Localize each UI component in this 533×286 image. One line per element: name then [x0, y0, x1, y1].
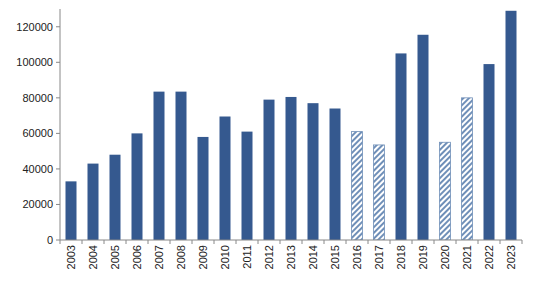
x-tick-mark — [412, 240, 413, 244]
y-tick-label: 60000 — [22, 127, 53, 139]
y-tick-label: 0 — [47, 234, 53, 246]
bar — [484, 64, 495, 240]
x-tick-mark — [258, 240, 259, 244]
x-tick-mark — [148, 240, 149, 244]
x-tick-label: 2005 — [109, 245, 121, 269]
bar — [396, 53, 407, 240]
bar — [88, 164, 99, 240]
x-tick-label: 2018 — [395, 245, 407, 269]
y-tick-mark — [56, 204, 60, 205]
y-tick-mark — [56, 133, 60, 134]
y-tick-mark — [56, 168, 60, 169]
x-tick-mark — [214, 240, 215, 244]
bar — [176, 92, 187, 240]
x-tick-label: 2012 — [263, 245, 275, 269]
y-tick-label: 80000 — [22, 92, 53, 104]
x-tick-label: 2014 — [307, 245, 319, 269]
x-tick-label: 2023 — [505, 245, 517, 269]
x-tick-label: 2015 — [329, 245, 341, 269]
x-tick-label: 2020 — [439, 245, 451, 269]
bar — [132, 133, 143, 240]
x-axis — [60, 240, 522, 241]
x-tick-label: 2011 — [241, 245, 253, 269]
bar — [110, 155, 121, 240]
bar — [440, 142, 451, 240]
bar — [506, 11, 517, 240]
y-axis — [60, 9, 61, 240]
x-tick-label: 2007 — [153, 245, 165, 269]
bar — [154, 92, 165, 240]
x-tick-mark — [192, 240, 193, 244]
x-tick-mark — [346, 240, 347, 244]
x-tick-mark — [280, 240, 281, 244]
x-tick-mark — [126, 240, 127, 244]
bar — [352, 132, 363, 240]
bar — [220, 117, 231, 240]
y-tick-label: 120000 — [16, 21, 53, 33]
x-tick-mark — [500, 240, 501, 244]
chart: 2003 2004 2005 2006 2007 2008 2009 2010 2011 2012… — [0, 0, 533, 286]
bars — [66, 11, 517, 240]
y-tick-mark — [56, 240, 60, 241]
x-tick-label: 2010 — [219, 245, 231, 269]
x-tick-mark — [368, 240, 369, 244]
x-tick-mark — [522, 240, 523, 244]
x-tick-mark — [324, 240, 325, 244]
bar — [330, 109, 341, 240]
x-tick-label: 2022 — [483, 245, 495, 269]
bar — [242, 132, 253, 240]
bar — [374, 145, 385, 240]
x-tick-label: 2008 — [175, 245, 187, 269]
x-tick-mark — [478, 240, 479, 244]
bar — [286, 97, 297, 240]
x-tick-mark — [302, 240, 303, 244]
x-tick-mark — [434, 240, 435, 244]
bar — [308, 103, 319, 240]
x-tick-mark — [236, 240, 237, 244]
bar — [66, 181, 77, 240]
x-tick-label: 2016 — [351, 245, 363, 269]
x-tick-label: 2021 — [461, 245, 473, 269]
x-tick-mark — [60, 240, 61, 244]
x-tick-mark — [170, 240, 171, 244]
bar — [462, 98, 473, 240]
x-tick-mark — [390, 240, 391, 244]
x-tick-label: 2004 — [87, 245, 99, 269]
y-tick-label: 40000 — [22, 163, 53, 175]
y-tick-mark — [56, 97, 60, 98]
x-tick-label: 2003 — [65, 245, 77, 269]
x-tick-label: 2019 — [417, 245, 429, 269]
bar — [198, 137, 209, 240]
x-tick-mark — [82, 240, 83, 244]
y-tick-label: 20000 — [22, 198, 53, 210]
y-tick-mark — [56, 62, 60, 63]
bar — [418, 35, 429, 240]
x-tick-mark — [104, 240, 105, 244]
y-tick-mark — [56, 26, 60, 27]
x-tick-label: 2006 — [131, 245, 143, 269]
y-tick-label: 100000 — [16, 56, 53, 68]
x-tick-label: 2009 — [197, 245, 209, 269]
x-tick-label: 2013 — [285, 245, 297, 269]
bar — [264, 100, 275, 240]
x-tick-mark — [456, 240, 457, 244]
x-tick-label: 2017 — [373, 245, 385, 269]
